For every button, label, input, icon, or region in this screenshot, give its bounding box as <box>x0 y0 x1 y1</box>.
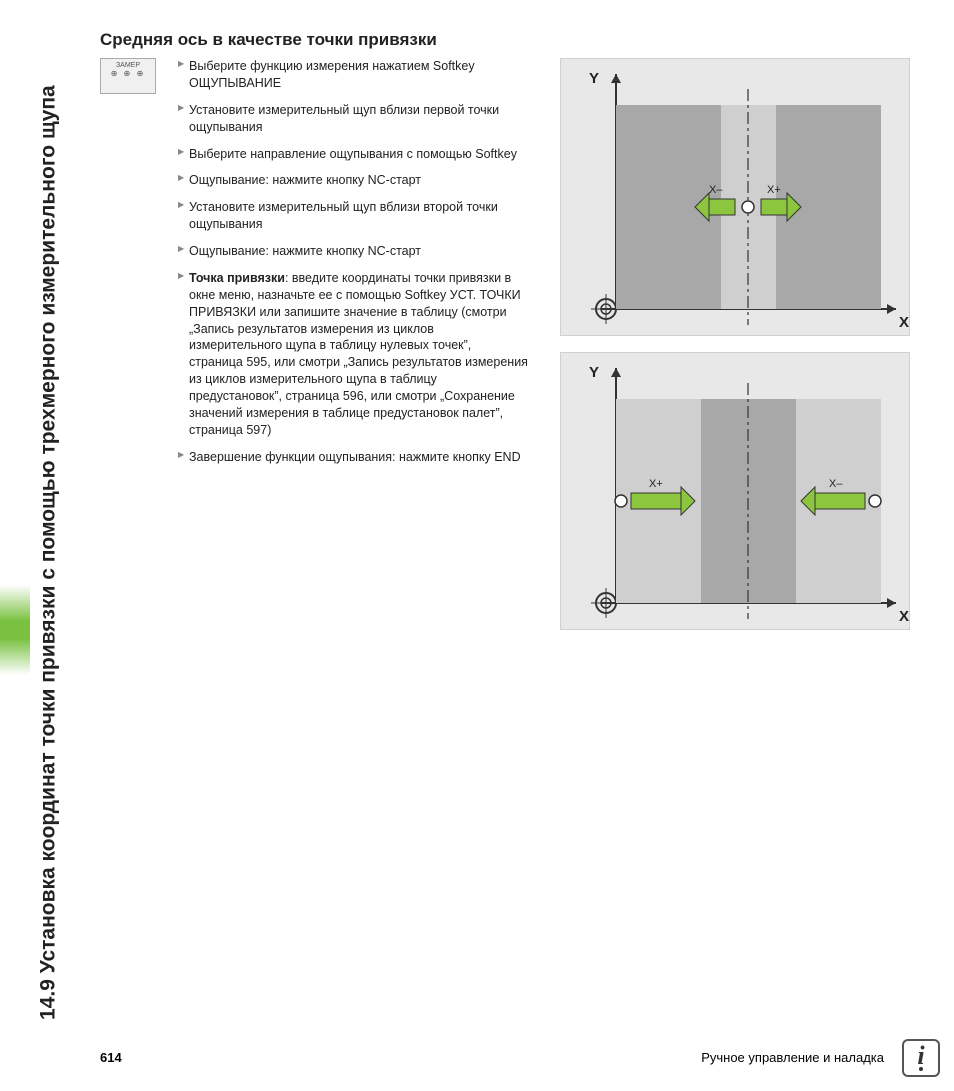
softkey-probe-icon: ЗАМЕР ⊕ ⊕ ⊕ <box>100 58 156 94</box>
svg-text:X+: X+ <box>767 184 781 196</box>
diagram-slot-inner: X Y X– X+ <box>560 58 910 336</box>
list-item: Выберите направление ощупывания с помощь… <box>178 146 528 163</box>
instruction-list: Выберите функцию измерения нажатием Soft… <box>178 58 528 476</box>
list-item: Завершение функции ощупывания: нажмите к… <box>178 449 528 466</box>
svg-text:X–: X– <box>829 478 843 490</box>
diagram-rib-outer: X Y X+ X– <box>560 352 910 630</box>
softkey-decoration: ⊕ ⊕ ⊕ <box>101 69 155 78</box>
x-axis-label: X <box>899 314 909 331</box>
list-item: Установите измерительный щуп вблизи перв… <box>178 102 528 136</box>
page-number: 614 <box>100 1050 122 1065</box>
y-axis-label: Y <box>589 364 599 381</box>
list-item: Выберите функцию измерения нажатием Soft… <box>178 58 528 92</box>
info-icon: i <box>902 1039 940 1077</box>
section-side-title: 14.9 Установка координат точки привязки … <box>18 0 78 1040</box>
list-item: Ощупывание: нажмите кнопку NC-старт <box>178 243 528 260</box>
y-axis-label: Y <box>589 70 599 87</box>
list-item: Точка привязки: введите координаты точки… <box>178 270 528 439</box>
x-axis-label: X <box>899 608 909 625</box>
page-heading: Средняя ось в качестве точки привязки <box>100 30 437 50</box>
softkey-label: ЗАМЕР <box>101 62 155 69</box>
footer-caption: Ручное управление и наладка <box>701 1050 884 1065</box>
list-item: Ощупывание: нажмите кнопку NC-старт <box>178 172 528 189</box>
svg-text:X–: X– <box>709 184 723 196</box>
list-item: Установите измерительный щуп вблизи втор… <box>178 199 528 233</box>
svg-text:X+: X+ <box>649 478 663 490</box>
